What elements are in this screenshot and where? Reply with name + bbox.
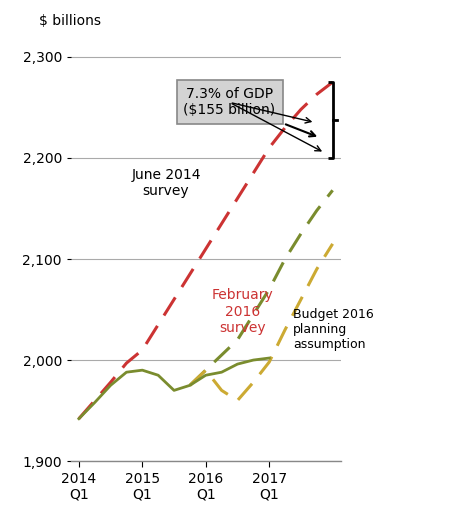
Text: February
2016
survey: February 2016 survey — [211, 288, 273, 335]
Text: $ billions: $ billions — [39, 14, 101, 28]
Text: 7.3% of GDP
($155 billion): 7.3% of GDP ($155 billion) — [184, 88, 315, 136]
Text: Budget 2016
planning
assumption: Budget 2016 planning assumption — [293, 308, 374, 351]
Text: June 2014
survey: June 2014 survey — [131, 168, 201, 198]
